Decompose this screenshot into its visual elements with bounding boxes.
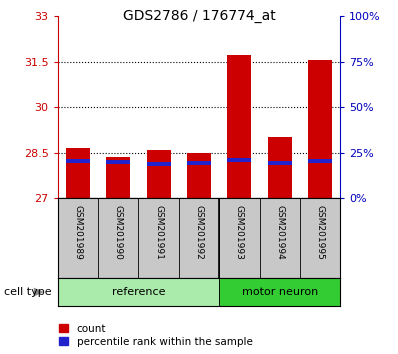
Bar: [227, 56, 252, 198]
Bar: [146, 162, 171, 166]
Legend: count, percentile rank within the sample: count, percentile rank within the sample: [57, 321, 255, 349]
Bar: [58, 278, 219, 306]
Bar: [308, 159, 332, 163]
Text: GSM201991: GSM201991: [154, 205, 163, 259]
Bar: [187, 161, 211, 165]
Bar: [66, 159, 90, 163]
Text: GSM201992: GSM201992: [195, 205, 203, 259]
Bar: [106, 160, 131, 164]
Bar: [227, 158, 252, 162]
Bar: [267, 161, 292, 165]
Text: GSM201989: GSM201989: [73, 205, 82, 259]
Bar: [66, 148, 90, 198]
Text: cell type: cell type: [4, 287, 52, 297]
Bar: [146, 150, 171, 198]
Bar: [187, 153, 211, 198]
Text: GSM201990: GSM201990: [114, 205, 123, 259]
Bar: [106, 157, 131, 198]
Text: GSM201993: GSM201993: [235, 205, 244, 259]
Text: GSM201994: GSM201994: [275, 205, 284, 259]
Text: reference: reference: [112, 287, 165, 297]
Bar: [219, 278, 340, 306]
Text: motor neuron: motor neuron: [242, 287, 318, 297]
Bar: [267, 137, 292, 198]
Bar: [308, 60, 332, 198]
Text: GDS2786 / 176774_at: GDS2786 / 176774_at: [123, 9, 275, 23]
Text: GSM201995: GSM201995: [316, 205, 325, 259]
